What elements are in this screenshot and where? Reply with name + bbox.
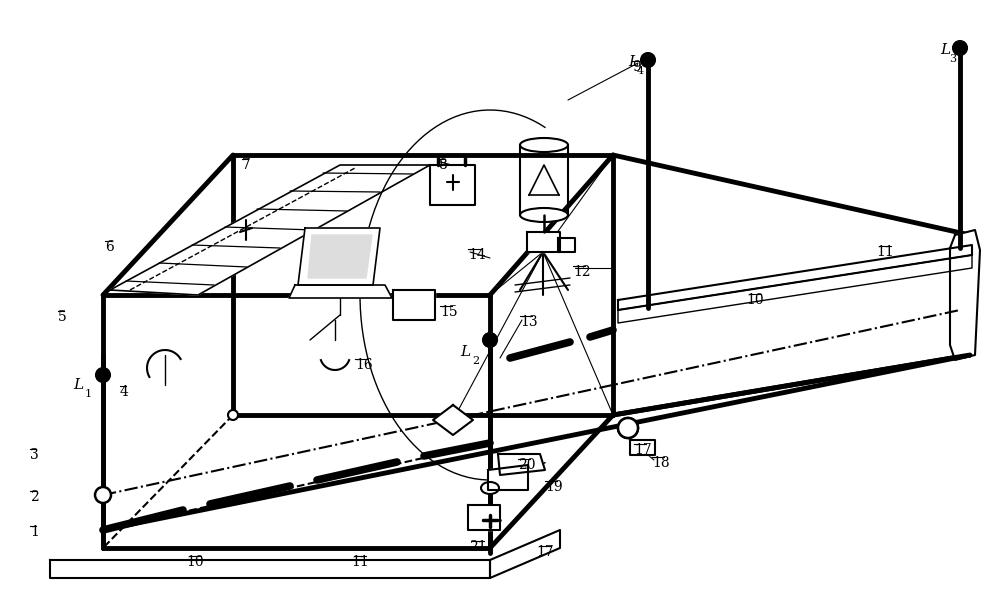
Text: L: L xyxy=(628,55,638,69)
Text: L: L xyxy=(73,378,83,392)
Text: 17: 17 xyxy=(536,545,554,559)
Text: 4: 4 xyxy=(637,66,644,76)
Text: 4: 4 xyxy=(120,385,129,399)
Polygon shape xyxy=(110,165,430,295)
Circle shape xyxy=(953,41,967,55)
Text: 3: 3 xyxy=(30,448,39,462)
Text: L: L xyxy=(460,345,470,359)
Polygon shape xyxy=(50,560,490,578)
Polygon shape xyxy=(618,245,972,310)
Text: 6: 6 xyxy=(105,240,114,254)
Circle shape xyxy=(618,418,638,438)
Text: 3: 3 xyxy=(949,54,956,64)
Circle shape xyxy=(618,418,638,438)
Text: 14: 14 xyxy=(468,248,486,262)
Text: L: L xyxy=(940,43,950,57)
Text: 21: 21 xyxy=(469,540,487,554)
Text: 7: 7 xyxy=(242,158,251,172)
Polygon shape xyxy=(308,235,372,278)
Text: 10: 10 xyxy=(186,555,204,569)
Polygon shape xyxy=(527,232,560,252)
Text: 20: 20 xyxy=(518,458,536,472)
Ellipse shape xyxy=(481,482,499,494)
Polygon shape xyxy=(630,440,655,455)
Polygon shape xyxy=(490,530,560,578)
Circle shape xyxy=(641,53,655,67)
Text: 17: 17 xyxy=(634,443,652,457)
Text: 9: 9 xyxy=(632,60,641,74)
Circle shape xyxy=(95,487,111,503)
Circle shape xyxy=(483,333,497,347)
Polygon shape xyxy=(289,285,392,298)
Polygon shape xyxy=(558,238,575,252)
Polygon shape xyxy=(433,405,473,435)
Text: 1: 1 xyxy=(85,389,92,399)
Polygon shape xyxy=(298,228,380,285)
Polygon shape xyxy=(430,165,475,205)
Polygon shape xyxy=(950,230,980,360)
Polygon shape xyxy=(498,454,545,475)
Circle shape xyxy=(228,410,238,420)
Text: 18: 18 xyxy=(652,456,670,470)
Text: 2: 2 xyxy=(30,490,39,504)
Text: 15: 15 xyxy=(440,305,458,319)
Text: 11: 11 xyxy=(351,555,369,569)
Text: 8: 8 xyxy=(438,158,447,172)
Text: 11: 11 xyxy=(876,245,894,259)
Circle shape xyxy=(96,368,110,382)
Text: 16: 16 xyxy=(355,358,373,372)
Text: 1: 1 xyxy=(30,525,39,539)
Polygon shape xyxy=(468,505,500,530)
Polygon shape xyxy=(393,290,435,320)
Text: 2: 2 xyxy=(472,356,479,366)
Polygon shape xyxy=(618,255,972,323)
Text: 10: 10 xyxy=(746,293,764,307)
Ellipse shape xyxy=(520,138,568,152)
Text: 13: 13 xyxy=(520,315,538,329)
Ellipse shape xyxy=(520,208,568,222)
Text: 12: 12 xyxy=(573,265,591,279)
Polygon shape xyxy=(488,465,528,490)
Text: 19: 19 xyxy=(545,480,563,494)
Text: 5: 5 xyxy=(58,310,67,324)
